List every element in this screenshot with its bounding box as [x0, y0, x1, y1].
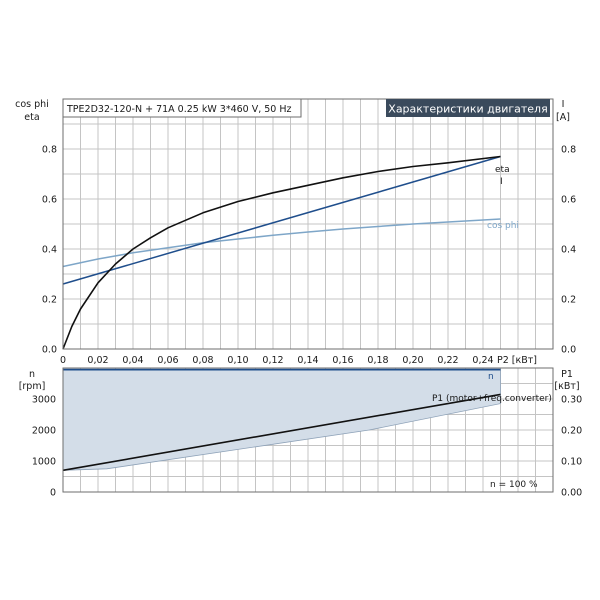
x-tick-label: 0,06 — [157, 355, 178, 366]
right-tick-label: 0.6 — [561, 195, 576, 206]
left-tick-label: 0.6 — [42, 195, 57, 206]
lower-ticks: 0 1000 2000 3000 0.00 0.10 0.20 0.30 — [32, 395, 582, 499]
x-tick-label: 0,08 — [192, 355, 213, 366]
series-label-n: n — [488, 372, 494, 382]
left-axis-label-eta: eta — [24, 112, 39, 123]
lower-left-tick-label: 3000 — [32, 395, 56, 406]
series-line-p1 — [62, 393, 501, 472]
upper-plot-frame — [62, 98, 554, 350]
series-label-cosphi: cos phi — [487, 221, 519, 231]
series-line-cos-phi — [62, 218, 501, 268]
lower-left-tick-label: 1000 — [32, 457, 56, 468]
x-axis-label: P2 [кВт] — [497, 355, 537, 366]
right-tick-label: 0.0 — [561, 345, 576, 356]
lower-right-tick-label: 0.20 — [561, 426, 582, 437]
x-tick-label: 0,22 — [437, 355, 458, 366]
series-line-eta — [62, 155, 501, 350]
chart-title: Характеристики двигателя — [388, 103, 547, 116]
x-tick-label: 0,18 — [367, 355, 388, 366]
lower-right-axis-label-p1: P1 — [561, 369, 573, 380]
lower-right-tick-label: 0.10 — [561, 457, 582, 468]
lower-left-axis-label-n: n — [29, 369, 35, 380]
annotation-n-100: n = 100 % — [490, 480, 538, 490]
right-tick-label: 0.4 — [561, 245, 576, 256]
x-tick-label: 0,10 — [227, 355, 248, 366]
series-label-i: I — [500, 177, 503, 187]
x-tick-label: 0,20 — [402, 355, 423, 366]
left-tick-label: 0.4 — [42, 245, 57, 256]
lower-left-tick-label: 0 — [50, 488, 56, 499]
x-tick-label: 0,02 — [87, 355, 108, 366]
lower-left-axis-label-rpm: [rpm] — [19, 381, 46, 392]
pump-info: TPE2D32-120-N + 71A 0.25 kW 3*460 V, 50 … — [66, 104, 292, 115]
left-axis-label-cosphi: cos phi — [15, 99, 49, 110]
right-tick-label: 0.8 — [561, 145, 576, 156]
series-label-eta: eta — [495, 165, 510, 175]
x-tick-label: 0,04 — [122, 355, 143, 366]
lower-right-tick-label: 0.00 — [561, 488, 582, 499]
left-tick-label: 0.0 — [42, 345, 57, 356]
left-tick-label: 0.2 — [42, 295, 57, 306]
left-tick-label: 0.8 — [42, 145, 57, 156]
upper-grid — [62, 98, 554, 350]
right-axis-label-a: [A] — [556, 112, 570, 123]
series-line-I — [62, 155, 501, 285]
upper-ticks: 0.0 0.2 0.4 0.6 0.8 0.0 0.2 0.4 0.6 0.8 0 0,02 0,04 0… — [42, 145, 576, 367]
right-tick-label: 0.2 — [561, 295, 576, 306]
operating-area — [62, 369, 501, 471]
upper-series — [62, 155, 501, 350]
x-tick-label: 0,12 — [262, 355, 283, 366]
lower-right-tick-label: 0.30 — [561, 395, 582, 406]
info-box — [62, 98, 302, 118]
lower-plot-frame — [62, 367, 554, 493]
lower-left-tick-label: 2000 — [32, 426, 56, 437]
lower-right-axis-label-kw: [кВт] — [554, 381, 579, 392]
title-box — [386, 99, 550, 117]
x-tick-label: 0,14 — [297, 355, 318, 366]
lower-series — [62, 368, 501, 472]
series-label-p1: P1 (motor+freq.converter) — [432, 394, 552, 404]
x-tick-label: 0,24 — [472, 355, 493, 366]
right-axis-label-i: I — [562, 99, 565, 110]
x-tick-label: 0 — [60, 355, 66, 366]
x-tick-label: 0,16 — [332, 355, 353, 366]
